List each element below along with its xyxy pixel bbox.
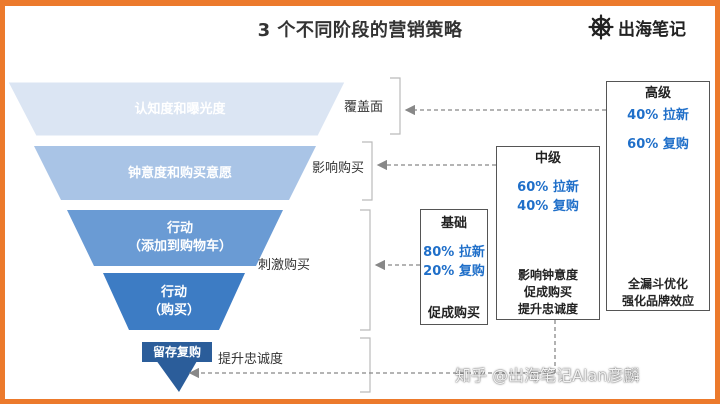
level-high-line2: 60% 复购 bbox=[627, 137, 689, 152]
level-high-title: 高级 bbox=[644, 86, 671, 101]
level-basic-line2: 20% 复购 bbox=[423, 264, 485, 279]
bracket-intent bbox=[362, 141, 373, 201]
bracket-retention bbox=[360, 337, 371, 393]
arrow-label-loyalty: 提升忠诚度 bbox=[218, 352, 284, 367]
layer-label-awareness: 认知度和曝光度 bbox=[60, 101, 300, 119]
funnel-layer-purchase bbox=[103, 273, 245, 330]
logo: 出海笔记 bbox=[588, 14, 686, 40]
watermark: 知乎 @出海笔记Alan彦麟 bbox=[455, 366, 640, 385]
arrow-label-stimulate: 刺激购买 bbox=[258, 258, 311, 273]
level-mid-line2: 40% 复购 bbox=[517, 199, 579, 214]
layer-label-purchase-line2: （购买） bbox=[147, 303, 200, 318]
retention-label-bg bbox=[142, 342, 212, 362]
level-high-foot1: 全漏斗优化 bbox=[627, 277, 688, 291]
arrow-label-coverage: 覆盖面 bbox=[344, 100, 384, 115]
layer-label-intent-line: 钟意度和购买意愿 bbox=[127, 166, 232, 181]
level-basic-line1: 80% 拉新 bbox=[423, 245, 485, 260]
level-box-mid: 中级 60% 拉新 40% 复购 影响钟意度 促成购买 提升忠诚度 bbox=[496, 146, 600, 320]
funnel-layer-add-to-cart bbox=[67, 210, 283, 266]
level-box-basic: 基础 80% 拉新 20% 复购 促成购买 bbox=[420, 209, 488, 325]
layer-label-add-to-cart: 行动 （添加到购物车） bbox=[80, 220, 280, 256]
layer-label-add-to-cart-line1: 行动 bbox=[166, 221, 193, 236]
level-mid-foot3: 提升忠诚度 bbox=[517, 302, 578, 316]
layer-label-retention-line: 留存复购 bbox=[152, 345, 201, 359]
level-mid-foot2: 促成购买 bbox=[523, 285, 572, 299]
level-basic-title: 基础 bbox=[440, 216, 467, 231]
arrow-label-influence: 影响购买 bbox=[312, 161, 365, 176]
level-basic-foot: 促成购买 bbox=[427, 306, 480, 321]
bracket-action bbox=[360, 209, 371, 331]
layer-label-retention: 留存复购 bbox=[140, 343, 214, 361]
layer-label-purchase-line1: 行动 bbox=[160, 285, 187, 300]
ship-wheel-icon bbox=[588, 14, 614, 40]
level-mid-foot1: 影响钟意度 bbox=[517, 268, 578, 282]
level-mid-title: 中级 bbox=[534, 151, 561, 166]
bracket-awareness bbox=[390, 77, 401, 135]
layer-label-add-to-cart-line2: （添加到购物车） bbox=[127, 239, 232, 254]
logo-text: 出海笔记 bbox=[618, 19, 686, 40]
funnel-layer-awareness bbox=[7, 81, 346, 137]
level-high-line1: 40% 拉新 bbox=[627, 108, 689, 123]
level-mid-line1: 60% 拉新 bbox=[517, 180, 579, 195]
level-high-foot2: 强化品牌效应 bbox=[621, 294, 694, 308]
layer-label-intent: 钟意度和购买意愿 bbox=[60, 165, 300, 183]
page-title: 3 个不同阶段的营销策略 bbox=[257, 20, 463, 41]
funnel-layer-intent bbox=[34, 146, 316, 200]
level-box-high: 高级 40% 拉新 60% 复购 全漏斗优化 强化品牌效应 bbox=[606, 81, 710, 311]
layer-label-purchase: 行动 （购买） bbox=[104, 284, 244, 320]
layer-label-awareness-line: 认知度和曝光度 bbox=[134, 102, 226, 117]
